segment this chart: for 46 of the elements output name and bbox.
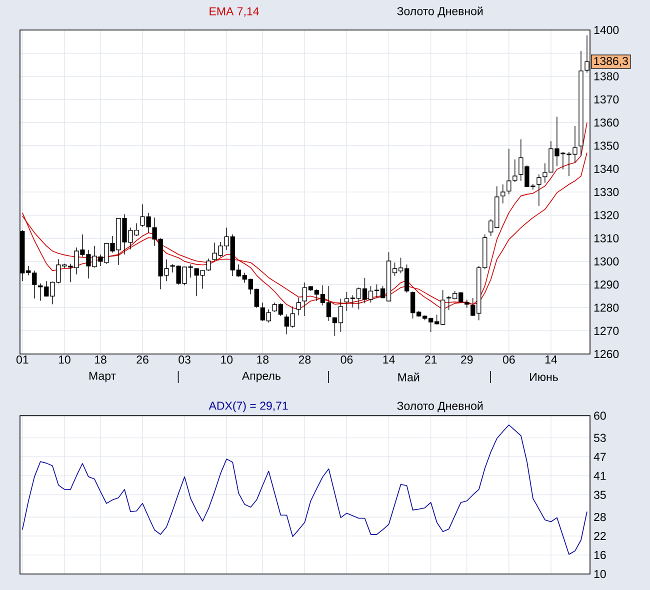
y-tick-label: 1310 [594,234,619,242]
y-tick-label: 47 [594,452,606,461]
x-tick-label: 28 [298,356,311,364]
y-tick-label: 16 [594,550,606,560]
x-tick-label: 14 [545,356,558,364]
y-tick-label: 1360 [594,118,619,127]
x-tick-label: 10 [58,356,70,364]
chart-title: Золото Дневной [397,6,483,18]
y-tick-label: 35 [594,490,606,499]
x-tick-label: 01 [16,356,28,364]
y-tick-label: 1300 [594,257,619,266]
x-tick-label: 26 [136,356,148,364]
y-tick-label: 41 [594,472,606,480]
y-tick-label: 22 [594,532,606,540]
y-tick-label: 1290 [594,280,619,289]
y-tick-label: 1330 [594,188,619,196]
x-tick-label: 18 [257,356,269,364]
x-tick-label: 29 [461,356,473,364]
text: Апрель [242,372,280,382]
y-tick-label: 53 [594,434,606,442]
x-tick-label: 03 [178,356,190,364]
x-tick-label: 21 [425,356,437,364]
y-tick-label: 1260 [594,350,619,358]
y-tick-label: 1340 [594,164,619,173]
y-tick-label: 60 [594,412,606,420]
x-tick-label: 10 [221,356,233,364]
text: Июнь [530,372,558,382]
y-tick-label: 1270 [594,326,619,335]
y-tick-label: 10 [594,570,606,578]
text: Май [398,372,420,382]
y-tick-label: 28 [594,512,606,522]
y-tick-label: 1320 [594,211,619,220]
chart-subtitle: ADX(7) = 29,71 [208,401,288,412]
x-tick-label: 18 [94,356,106,364]
annotation: 1386,3 [594,56,628,66]
x-tick-label: 06 [340,356,353,364]
x-tick-label: 06 [502,356,515,364]
chart-title: Золото Дневной [397,401,483,412]
y-tick-label: 1350 [594,142,619,150]
y-tick-label: 1380 [594,72,619,80]
x-tick-label: 14 [383,356,395,364]
y-tick-label: 1400 [594,26,619,34]
chart-subtitle: EMA 7,14 [210,7,259,17]
text: Март [89,372,116,382]
y-tick-label: 1370 [594,95,619,104]
y-tick-label: 1280 [594,304,619,312]
